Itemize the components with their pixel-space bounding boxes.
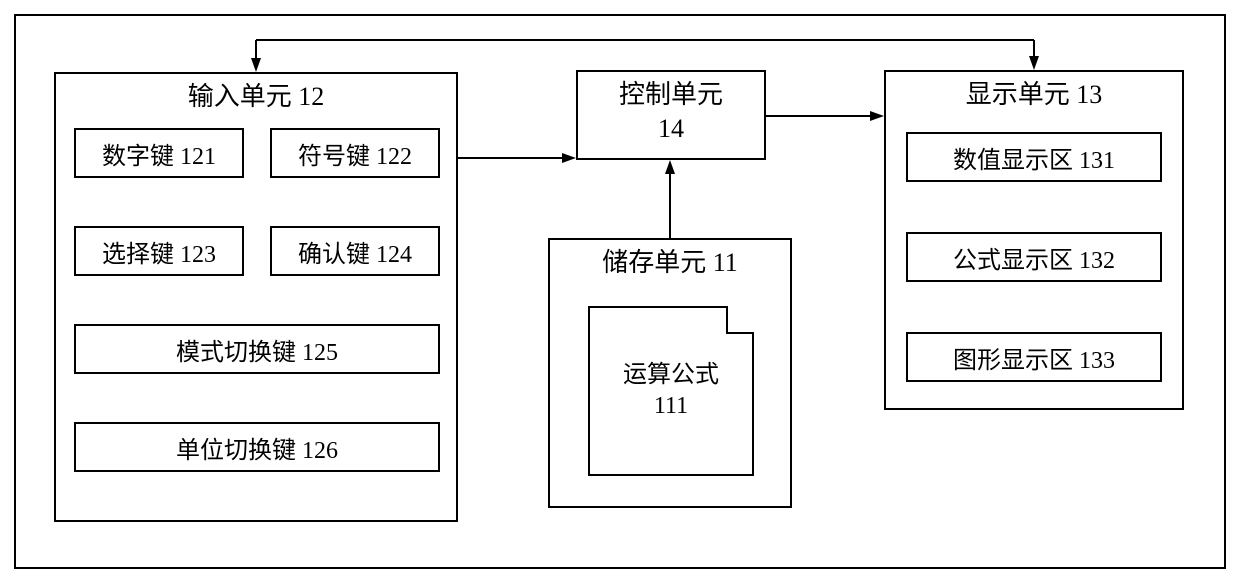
input-item-1: 符号键 122: [270, 128, 440, 178]
diagram-canvas: 输入单元 12 控制单元 14 储存单元 11 运算公式 111 显示单元 13…: [0, 0, 1240, 583]
storage-unit-title: 储存单元 11: [550, 240, 790, 280]
document-fold-icon: [726, 306, 754, 334]
input-unit-title: 输入单元 12: [56, 74, 456, 114]
control-unit-box: 控制单元 14: [576, 70, 766, 160]
storage-document: 运算公式 111: [588, 306, 754, 476]
input-item-3: 确认键 124: [270, 226, 440, 276]
control-unit-title: 控制单元 14: [578, 72, 764, 146]
display-item-1: 公式显示区 132: [906, 232, 1162, 282]
display-item-0: 数值显示区 131: [906, 132, 1162, 182]
input-item-2: 选择键 123: [74, 226, 244, 276]
input-item-5: 单位切换键 126: [74, 422, 440, 472]
display-unit-title: 显示单元 13: [886, 72, 1182, 112]
input-item-0: 数字键 121: [74, 128, 244, 178]
storage-document-label: 运算公式 111: [623, 360, 719, 422]
input-item-4: 模式切换键 125: [74, 324, 440, 374]
display-item-2: 图形显示区 133: [906, 332, 1162, 382]
